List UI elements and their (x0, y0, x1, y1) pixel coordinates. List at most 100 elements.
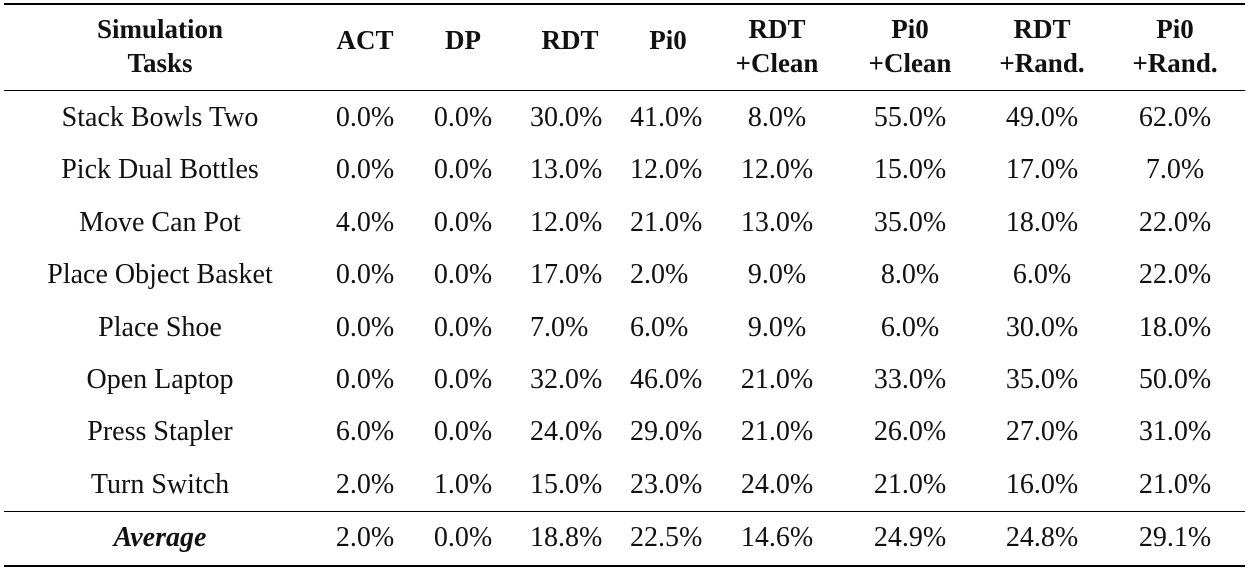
success-rate: 16.0% (1005, 468, 1079, 500)
column-header: ACT (336, 25, 394, 55)
success-rate: 22.0% (1138, 259, 1212, 291)
success-rate: 0.0% (335, 259, 395, 291)
success-rate: 6.0% (880, 311, 940, 343)
success-rate: 9.0% (747, 259, 807, 291)
success-rate: 41.0% (630, 102, 703, 133)
success-rate: 12.0% (740, 154, 814, 186)
success-rate: 29.0% (630, 416, 703, 448)
column-header: +Clean (868, 48, 952, 78)
success-rate: 33.0% (873, 364, 947, 395)
success-rate: 0.0% (433, 259, 493, 291)
success-rate: 0.0% (335, 364, 395, 395)
task-name: Place Shoe (98, 311, 222, 343)
column-header: +Clean (735, 48, 819, 78)
column-header: +Rand. (1132, 48, 1218, 78)
success-rate: 0.0% (433, 206, 493, 238)
column-header: Pi0 (1156, 14, 1194, 44)
success-rate: 15.0% (873, 154, 947, 186)
success-rate: 7.0% (530, 311, 589, 343)
average-rate: 14.6% (740, 522, 814, 553)
success-rate: 62.0% (1138, 102, 1212, 133)
task-name: Move Can Pot (79, 206, 241, 238)
success-rate: 24.0% (740, 468, 814, 500)
success-rate: 13.0% (740, 206, 814, 238)
success-rate: 30.0% (1005, 311, 1079, 343)
success-rate: 18.0% (1138, 311, 1212, 343)
task-name: Place Object Basket (47, 259, 273, 291)
success-rate: 0.0% (433, 416, 493, 448)
success-rate: 46.0% (630, 364, 703, 395)
column-header: RDT (541, 25, 599, 55)
header-rule (4, 90, 1245, 91)
column-header: Simulation (96, 14, 224, 44)
success-rate: 0.0% (335, 311, 395, 343)
success-rate: 21.0% (740, 364, 814, 395)
success-rate: 9.0% (747, 311, 807, 343)
average-rate: 24.9% (873, 522, 947, 553)
success-rate: 17.0% (1005, 154, 1079, 186)
success-rate: 0.0% (433, 154, 493, 186)
success-rate: 31.0% (1138, 416, 1212, 448)
task-name: Turn Switch (90, 468, 230, 500)
success-rate: 6.0% (630, 311, 689, 343)
column-header: DP (445, 25, 481, 55)
column-header: RDT (748, 14, 806, 44)
average-rate: 0.0% (433, 522, 493, 553)
success-rate: 26.0% (873, 416, 947, 448)
success-rate: 21.0% (740, 416, 814, 448)
success-rate: 8.0% (747, 102, 807, 133)
task-name: Stack Bowls Two (61, 102, 259, 133)
success-rate: 21.0% (630, 206, 703, 238)
column-header: RDT (1013, 14, 1071, 44)
success-rate: 30.0% (530, 102, 603, 133)
average-rule (4, 511, 1245, 512)
success-rate: 2.0% (630, 259, 689, 291)
success-rate: 0.0% (433, 102, 493, 133)
success-rate: 2.0% (335, 468, 395, 500)
success-rate: 32.0% (530, 364, 603, 395)
success-rate: 0.0% (433, 311, 493, 343)
success-rate: 7.0% (1145, 154, 1205, 186)
success-rate: 55.0% (873, 102, 947, 133)
column-header: Pi0 (649, 25, 687, 55)
success-rate: 18.0% (1005, 206, 1079, 238)
success-rate: 13.0% (530, 154, 603, 186)
success-rate: 17.0% (530, 259, 603, 291)
average-rate: 2.0% (335, 522, 395, 553)
success-rate: 12.0% (630, 154, 703, 186)
top-rule (4, 3, 1245, 5)
column-header: Pi0 (891, 14, 929, 44)
success-rate: 12.0% (530, 206, 603, 238)
success-rate: 27.0% (1005, 416, 1079, 448)
task-name: Press Stapler (87, 416, 233, 448)
column-header: Tasks (127, 48, 193, 78)
average-rate: 24.8% (1005, 522, 1079, 553)
success-rate: 8.0% (880, 259, 940, 291)
success-rate: 22.0% (1138, 206, 1212, 238)
success-rate: 1.0% (433, 468, 493, 500)
average-rate: 18.8% (530, 522, 603, 553)
column-header: +Rand. (999, 48, 1085, 78)
success-rate: 15.0% (530, 468, 603, 500)
success-rate: 50.0% (1138, 364, 1212, 395)
bottom-rule (4, 565, 1245, 567)
average-rate: 29.1% (1138, 522, 1212, 553)
success-rate: 35.0% (873, 206, 947, 238)
average-label: Average (113, 522, 207, 553)
success-rate: 21.0% (1138, 468, 1212, 500)
success-rate: 4.0% (335, 206, 395, 238)
success-rate: 24.0% (530, 416, 603, 448)
average-rate: 22.5% (630, 522, 703, 553)
success-rate: 0.0% (335, 102, 395, 133)
task-name: Open Laptop (86, 364, 234, 395)
task-name: Pick Dual Bottles (61, 154, 259, 186)
success-rate: 0.0% (433, 364, 493, 395)
success-rate: 23.0% (630, 468, 703, 500)
success-rate: 35.0% (1005, 364, 1079, 395)
success-rate: 6.0% (1012, 259, 1072, 291)
success-rate: 21.0% (873, 468, 947, 500)
success-rate: 49.0% (1005, 102, 1079, 133)
success-rate: 6.0% (335, 416, 395, 448)
success-rate: 0.0% (335, 154, 395, 186)
